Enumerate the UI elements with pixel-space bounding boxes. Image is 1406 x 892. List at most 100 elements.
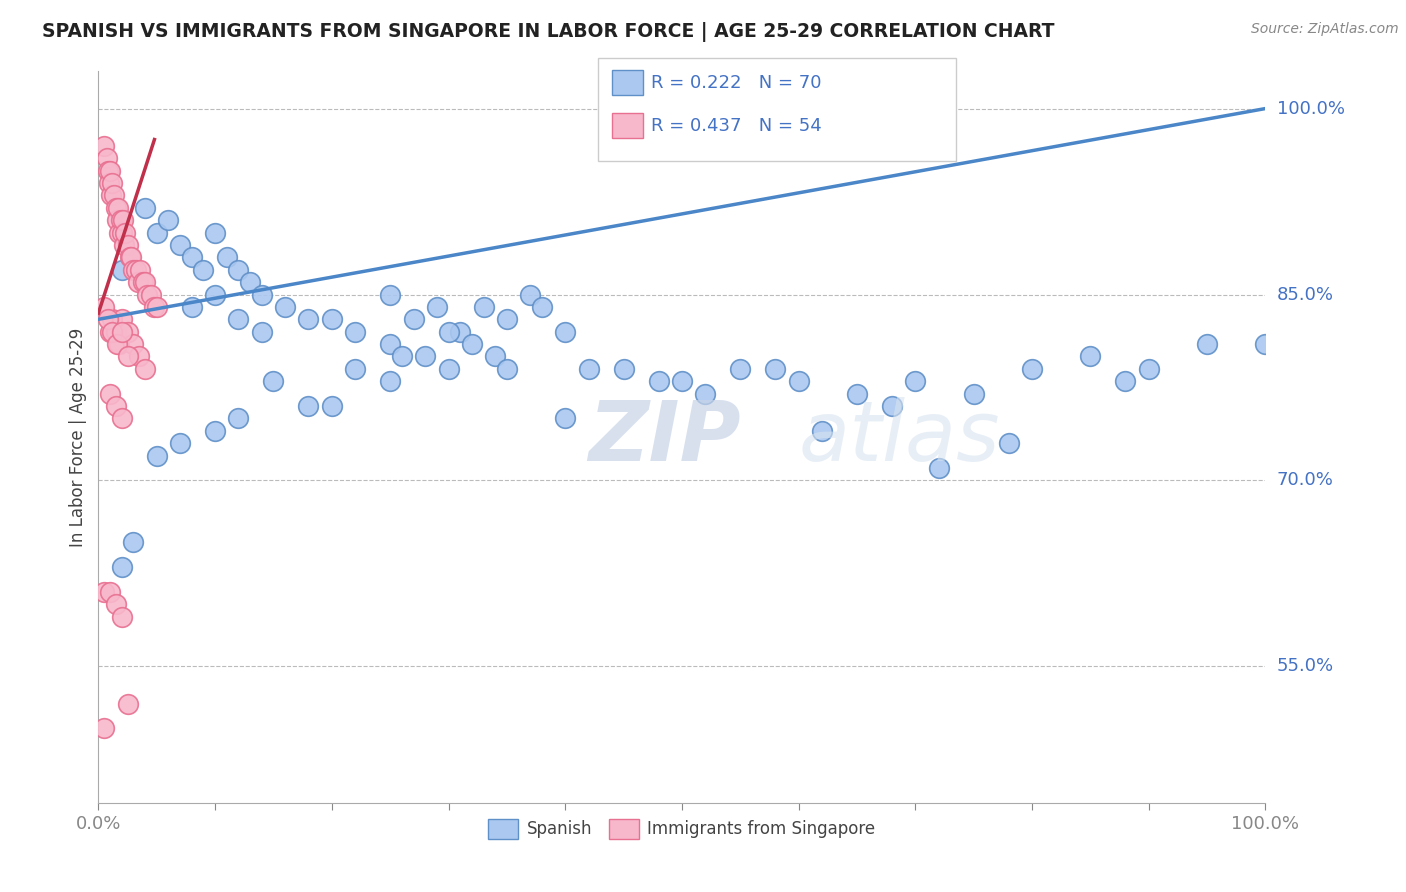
Point <box>111 610 134 624</box>
Point <box>112 238 135 252</box>
Point <box>118 250 141 264</box>
Point <box>111 325 134 339</box>
Point <box>344 362 367 376</box>
Point <box>613 362 636 376</box>
Point <box>128 350 150 364</box>
Point <box>111 560 134 574</box>
Point <box>1080 350 1102 364</box>
Point <box>391 350 413 364</box>
Point <box>193 262 215 277</box>
Point <box>671 374 693 388</box>
Point <box>274 300 297 314</box>
Point <box>101 325 124 339</box>
Point <box>93 138 115 153</box>
Point <box>127 275 149 289</box>
Point <box>100 188 122 202</box>
Point <box>122 337 145 351</box>
Point <box>108 337 131 351</box>
Point <box>519 287 541 301</box>
Point <box>117 350 139 364</box>
Point <box>101 176 124 190</box>
Point <box>402 312 425 326</box>
Point <box>695 386 717 401</box>
Point <box>204 226 226 240</box>
Point <box>763 362 786 376</box>
Point <box>104 201 127 215</box>
Point <box>530 300 553 314</box>
Point <box>1254 337 1277 351</box>
Point <box>437 325 460 339</box>
Point <box>129 262 152 277</box>
Point <box>96 151 118 165</box>
Point <box>413 350 436 364</box>
Point <box>496 312 519 326</box>
Point <box>880 399 903 413</box>
Point <box>97 312 120 326</box>
Point <box>380 337 402 351</box>
Point <box>111 226 134 240</box>
Point <box>146 449 169 463</box>
Text: ZIP: ZIP <box>589 397 741 477</box>
Text: 100.0%: 100.0% <box>1277 100 1344 118</box>
Text: Source: ZipAtlas.com: Source: ZipAtlas.com <box>1251 22 1399 37</box>
Point <box>321 399 343 413</box>
Point <box>787 374 810 388</box>
Point <box>117 325 139 339</box>
Point <box>962 386 984 401</box>
Point <box>157 213 180 227</box>
Point <box>1114 374 1136 388</box>
Point <box>98 325 121 339</box>
Point <box>647 374 669 388</box>
Point <box>472 300 495 314</box>
Point <box>105 337 128 351</box>
Point <box>204 287 226 301</box>
Point <box>114 226 136 240</box>
Point <box>110 213 132 227</box>
Point <box>136 287 159 301</box>
Point <box>380 287 402 301</box>
Point <box>120 250 142 264</box>
Point <box>904 374 927 388</box>
Point <box>143 300 166 314</box>
Point <box>204 424 226 438</box>
Point <box>461 337 484 351</box>
Point <box>139 287 162 301</box>
Point <box>811 424 834 438</box>
Point <box>122 262 145 277</box>
Point <box>180 300 202 314</box>
Point <box>134 275 156 289</box>
Point <box>125 262 148 277</box>
Point <box>997 436 1019 450</box>
Point <box>215 250 238 264</box>
Point <box>1195 337 1218 351</box>
Text: atlas: atlas <box>799 397 1000 477</box>
Point <box>93 300 115 314</box>
Point <box>93 722 115 736</box>
Text: 55.0%: 55.0% <box>1277 657 1334 675</box>
Point <box>250 325 273 339</box>
Point <box>104 399 127 413</box>
Point <box>228 262 250 277</box>
Point <box>97 163 120 178</box>
Point <box>117 697 139 711</box>
Point <box>98 163 121 178</box>
Point <box>117 238 139 252</box>
Point <box>239 275 262 289</box>
Point <box>297 312 319 326</box>
Point <box>111 312 134 326</box>
Point <box>111 213 134 227</box>
Point <box>111 411 134 425</box>
Point <box>98 386 121 401</box>
Point <box>103 188 125 202</box>
Point <box>104 598 127 612</box>
Point <box>437 362 460 376</box>
Point <box>928 461 950 475</box>
Point <box>250 287 273 301</box>
Text: R = 0.437   N = 54: R = 0.437 N = 54 <box>651 117 821 135</box>
Point <box>228 312 250 326</box>
Point <box>104 325 127 339</box>
Point <box>262 374 284 388</box>
Point <box>169 238 191 252</box>
Point <box>169 436 191 450</box>
Point <box>98 585 121 599</box>
